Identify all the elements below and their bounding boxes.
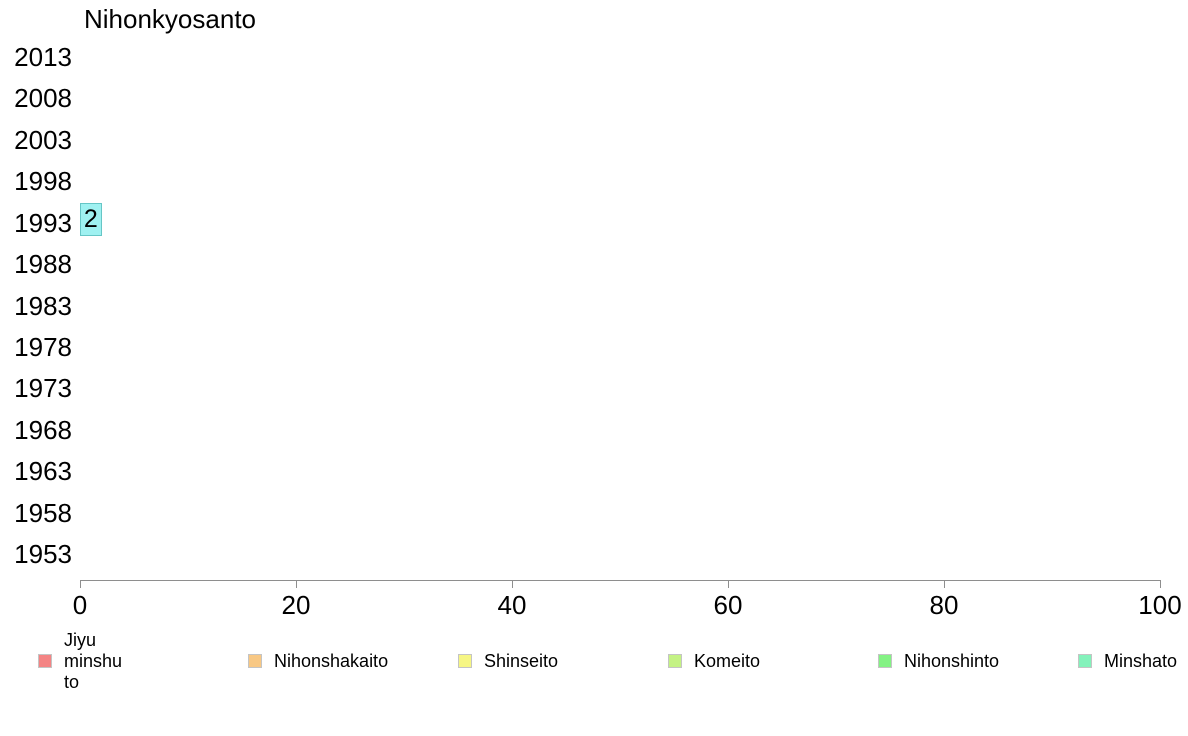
legend-item-label: Shinseito [484,650,559,671]
legend-item-label: Nihonshinto [904,650,1000,671]
y-axis-label-1963: 1963 [14,456,72,487]
y-axis-label-1993: 1993 [14,207,72,238]
bar-value-label: 2 [83,205,98,234]
y-axis-label-1983: 1983 [14,290,72,321]
legend-swatch-minshato [1078,654,1092,668]
legend-swatch-nihonshinto [878,654,892,668]
x-axis-tick [80,580,81,588]
x-axis-tick-label-80: 80 [929,590,959,620]
chart-title: Nihonkyosanto [84,4,256,34]
y-axis-label-2013: 2013 [14,42,72,72]
legend-item-komeito: Komeito [668,647,760,675]
x-axis-tick [944,580,945,588]
legend-swatch-jiyu-minshu-to [38,654,52,668]
y-axis-label-1978: 1978 [14,331,72,362]
y-axis-label-1998: 1998 [14,166,72,197]
legend-swatch-shinseito [458,654,472,668]
legend-item-minshato: Minshato [1078,647,1177,675]
legend-item-label: Minshato [1104,650,1178,671]
y-axis-label-1988: 1988 [14,249,72,280]
y-axis-label-1953: 1953 [14,539,72,570]
x-axis-tick-label-20: 20 [281,590,311,620]
x-axis-tick-label-60: 60 [713,590,743,620]
legend-item-nihonshakaito: Nihonshakaito [248,647,388,675]
x-axis-tick-label-0: 0 [72,590,88,620]
legend-item-nihonshinto: Nihonshinto [878,647,999,675]
y-axis-label-2008: 2008 [14,83,72,114]
legend: Jiyu minshu to Nihonshakaito Shinseito Kome… [0,630,1188,692]
y-axis-label-1968: 1968 [14,414,72,445]
y-axis-label-2003: 2003 [14,124,72,155]
x-axis-tick-label-40: 40 [497,590,527,620]
x-axis-tick-label-100: 100 [1138,590,1182,620]
y-axis-label-1958: 1958 [14,497,72,528]
legend-item-label: Komeito [694,650,761,671]
x-axis-tick [728,580,729,588]
legend-swatch-nihonshakaito [248,654,262,668]
y-axis-label-1973: 1973 [14,373,72,404]
legend-item-label: Nihonshakaito [274,650,389,671]
x-axis-line [80,580,1160,581]
legend-item-label: Jiyu minshu to [64,629,123,692]
x-axis-tick [512,580,513,588]
legend-item-shinseito: Shinseito [458,647,558,675]
x-axis-tick [296,580,297,588]
x-axis-tick [1160,580,1161,588]
legend-swatch-komeito [668,654,682,668]
legend-item-jiyu-minshu-to: Jiyu minshu to [38,630,130,692]
bar-nihonkyosanto-1993: 2 [80,203,102,237]
